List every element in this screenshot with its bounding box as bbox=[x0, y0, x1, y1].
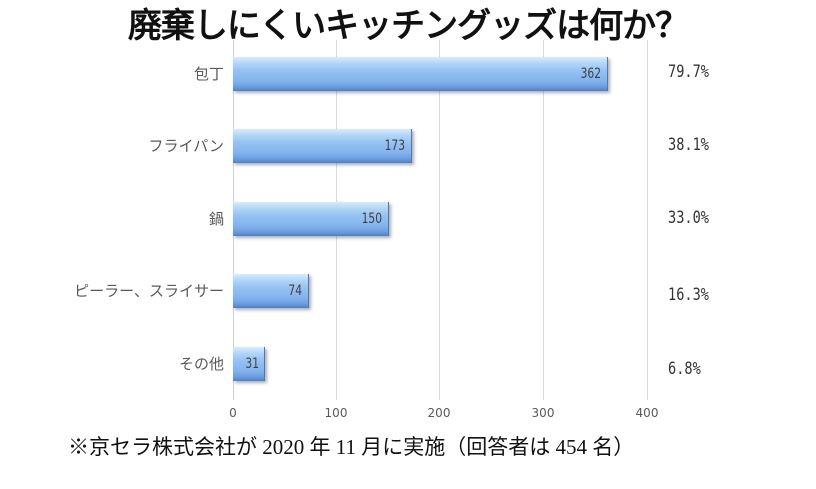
percent-label: 33.0% bbox=[668, 208, 709, 228]
percent-label: 38.1% bbox=[668, 135, 709, 155]
category-label: フライパン bbox=[148, 137, 224, 155]
category-label: ピーラー、スライサー bbox=[74, 282, 224, 300]
bar-value: 31 bbox=[245, 356, 259, 372]
x-tick-label: 0 bbox=[229, 406, 237, 420]
x-tick-label: 400 bbox=[635, 406, 659, 420]
x-tick-label: 300 bbox=[531, 406, 555, 420]
bar: 362 bbox=[233, 57, 608, 91]
plot-area: 362 173 150 74 31 bbox=[233, 40, 648, 400]
x-tick-label: 200 bbox=[427, 406, 451, 420]
gridline-400 bbox=[647, 40, 648, 400]
bar: 31 bbox=[233, 347, 265, 381]
bar: 150 bbox=[233, 202, 389, 236]
bar-value: 74 bbox=[288, 283, 302, 299]
bar: 74 bbox=[233, 274, 309, 308]
gridline-300 bbox=[543, 40, 544, 400]
bar-value: 173 bbox=[384, 138, 405, 154]
bar: 173 bbox=[233, 129, 412, 163]
category-label: 鍋 bbox=[208, 210, 224, 228]
x-tick-label: 100 bbox=[324, 406, 348, 420]
bar-value: 150 bbox=[361, 211, 382, 227]
chart-title: 廃棄しにくいキッチングッズは何か？ bbox=[127, 6, 689, 46]
percent-label: 16.3% bbox=[668, 285, 709, 305]
category-label: その他 bbox=[178, 355, 224, 373]
category-label: 包丁 bbox=[193, 65, 224, 83]
percent-label: 6.8% bbox=[668, 359, 701, 379]
footnote: ※京セラ株式会社が 2020 年 11 月に実施（回答者は 454 名） bbox=[68, 435, 635, 459]
bar-value: 362 bbox=[580, 66, 601, 82]
gridline-200 bbox=[439, 40, 440, 400]
percent-label: 79.7% bbox=[668, 62, 709, 82]
